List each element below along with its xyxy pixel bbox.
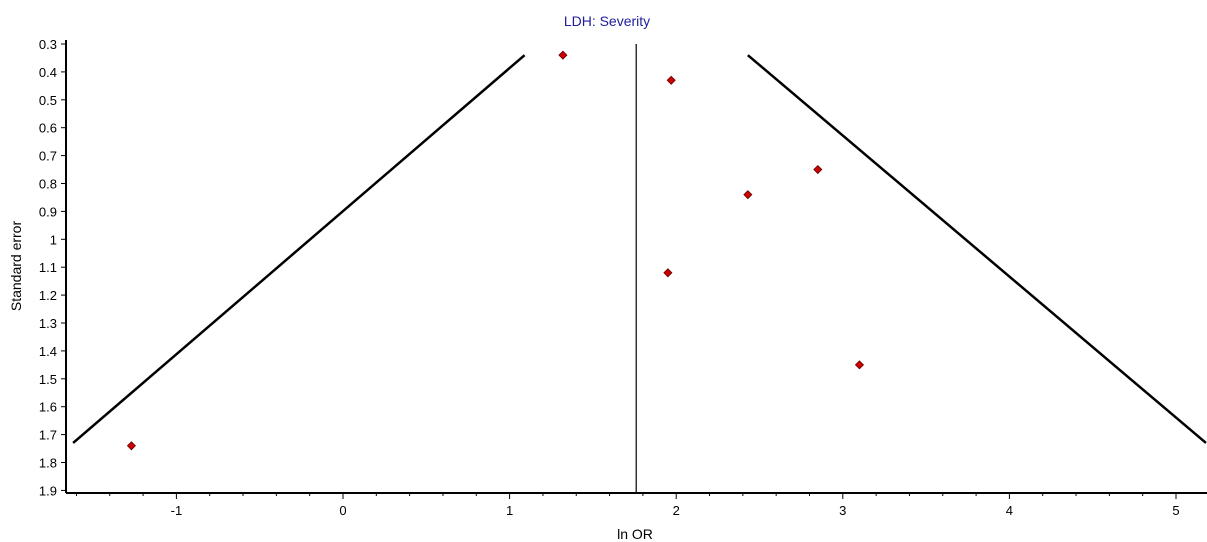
x-tick-label: 5 bbox=[1172, 503, 1179, 518]
study-point bbox=[743, 190, 753, 200]
y-tick-label: 1.6 bbox=[39, 400, 57, 415]
x-axis-ticks: -1 0 1 2 3 4 5 bbox=[171, 493, 1180, 518]
x-tick-label: 2 bbox=[673, 503, 680, 518]
study-point bbox=[558, 50, 568, 60]
y-axis-title: Standard error bbox=[8, 221, 24, 312]
study-point bbox=[854, 360, 865, 370]
y-tick-label: 0.6 bbox=[39, 121, 57, 136]
x-axis-title: ln OR bbox=[617, 526, 653, 542]
study-point bbox=[663, 268, 673, 278]
y-tick-label: 1.3 bbox=[39, 316, 57, 331]
funnel-line bbox=[72, 54, 526, 444]
y-tick-label: 0.3 bbox=[39, 37, 57, 52]
x-tick-label: 4 bbox=[1006, 503, 1013, 518]
y-tick-label: 1.7 bbox=[39, 428, 57, 443]
y-tick-label: 1.1 bbox=[39, 260, 57, 275]
funnel-boundary-lines bbox=[72, 54, 1207, 444]
x-tick-label: 0 bbox=[339, 503, 346, 518]
y-tick-label: 1.2 bbox=[39, 288, 57, 303]
y-tick-label: 0.8 bbox=[39, 177, 57, 192]
study-point bbox=[813, 164, 823, 175]
y-tick-label: 1.5 bbox=[39, 372, 57, 387]
funnel-line bbox=[747, 54, 1207, 444]
chart-title: LDH: Severity bbox=[564, 13, 650, 29]
study-points bbox=[126, 50, 865, 451]
study-point bbox=[666, 75, 676, 85]
y-tick-label: 0.7 bbox=[39, 149, 57, 164]
y-tick-label: 0.4 bbox=[39, 65, 57, 80]
x-tick-label: 1 bbox=[506, 503, 513, 518]
y-axis-ticks: 0.3 0.4 0.5 0.6 0.7 0.8 0.9 1 1.1 1.2 1.3 1.4 1.5 1.6… bbox=[39, 37, 66, 498]
y-tick-label: 1 bbox=[50, 232, 57, 247]
y-tick-label: 1.9 bbox=[39, 483, 57, 498]
y-tick-label: 1.8 bbox=[39, 456, 57, 471]
y-tick-label: 0.5 bbox=[39, 93, 57, 108]
x-axis-minor-ticks bbox=[75, 493, 1144, 496]
x-tick-label: 3 bbox=[839, 503, 846, 518]
y-tick-label: 0.9 bbox=[39, 204, 57, 219]
y-tick-label: 1.4 bbox=[39, 344, 57, 359]
study-point bbox=[126, 441, 136, 451]
x-tick-label: -1 bbox=[171, 503, 183, 518]
